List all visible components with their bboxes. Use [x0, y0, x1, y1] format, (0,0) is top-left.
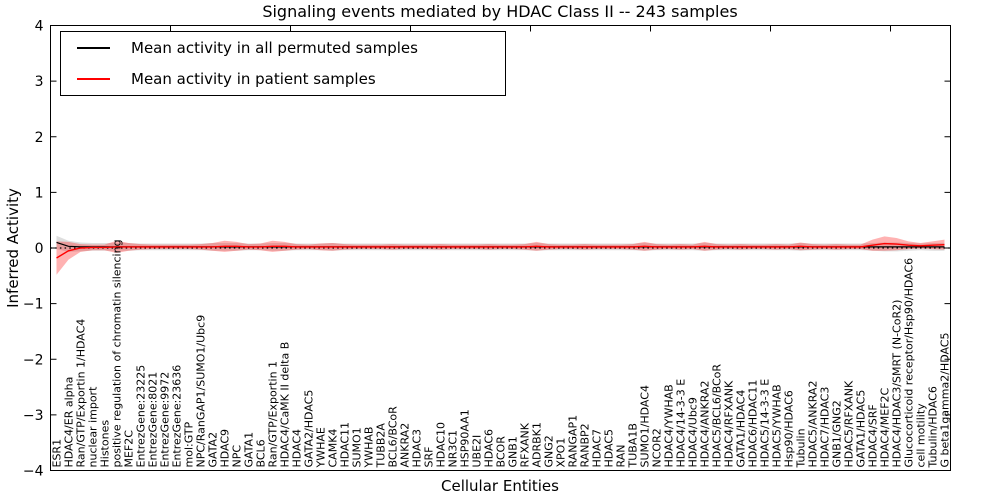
x-tick-label: ESR1 [51, 439, 64, 468]
x-tick-label: Ran/GTP/Exportin 1 [267, 361, 280, 468]
legend-label-patient: Mean activity in patient samples [131, 70, 376, 88]
x-tick-label: GNB1 [507, 436, 520, 467]
x-tick-label: HDAC6/HDAC11 [747, 380, 760, 468]
x-tick-label: HDAC5/14-3-3 E [759, 379, 772, 468]
x-tick-label: CAMK4 [327, 429, 340, 468]
x-tick-label: SUMO1 [351, 427, 364, 467]
x-tick-label: HDAC4 [291, 429, 304, 468]
patient-band [56, 236, 945, 275]
x-tick-label: YWHAB [363, 427, 376, 469]
x-tick-label: GATA1/HDAC4 [735, 390, 748, 468]
x-tick-label: EntrezGene:8021 [147, 372, 160, 468]
x-tick-label: NR3C1 [447, 430, 460, 468]
x-tick-label: HDAC4/YWHAB [663, 384, 676, 467]
x-tick-label: HDAC4/ER alpha [63, 377, 76, 468]
x-tick-label: Ran/GTP/Exportin 1/HDAC4 [75, 319, 88, 468]
permuted-line-swatch [77, 47, 110, 49]
y-tick-label: −4 [23, 464, 44, 480]
x-tick-label: SRF [423, 447, 436, 468]
y-tick-label: −3 [23, 408, 44, 424]
x-tick-label: Histones [99, 420, 112, 468]
x-tick-label: HDAC4/14-3-3 E [675, 379, 688, 468]
x-tick-label: HSP90AA1 [459, 409, 472, 467]
x-tick-label: YWHAE [315, 427, 328, 468]
x-tick-label: UBE2I [471, 435, 484, 468]
x-tick-label: HDAC5/ANKRA2 [807, 381, 820, 468]
x-tick-label: RFXANK [519, 422, 532, 467]
y-tick-label: 0 [35, 241, 44, 257]
y-tick-label: 2 [35, 130, 44, 146]
x-tick-label: positive regulation of chromatin silenci… [111, 239, 124, 467]
x-tick-label: NPC/RanGAP1/SUMO1/Ubc9 [195, 315, 208, 468]
legend-entry-patient: Mean activity in patient samples [61, 64, 505, 95]
x-tick-label: HDAC5/RFXANK [843, 380, 856, 468]
patient-line-swatch [77, 78, 110, 80]
legend: Mean activity in all permuted samples Me… [60, 31, 506, 96]
x-tick-label: nuclear import [87, 386, 100, 468]
x-tick-label: Tubulin [795, 428, 808, 468]
x-tick-label: HDAC4/RFXANK [723, 380, 736, 468]
x-tick-label: NPC [231, 445, 244, 468]
y-tick-label: −2 [23, 352, 44, 368]
y-tick-label: −1 [23, 297, 44, 313]
x-axis-title: Cellular Entities [441, 477, 559, 495]
x-tick-label: Glucocorticoid receptor/Hsp90/HDAC6 [903, 258, 916, 468]
x-tick-label: EntrezGene:23636 [171, 365, 184, 468]
y-tick-label: 3 [35, 74, 44, 90]
x-tick-label: GATA1/HDAC5 [855, 390, 868, 468]
x-tick-label: GNG2 [543, 435, 556, 467]
x-tick-label: HDAC9 [219, 429, 232, 468]
x-tick-label: RANGAP1 [567, 415, 580, 468]
x-tick-label: mol:GTP [183, 421, 196, 467]
legend-entry-permuted: Mean activity in all permuted samples [61, 33, 505, 64]
x-tick-label: HDAC10 [435, 422, 448, 468]
chart-title: Signaling events mediated by HDAC Class … [262, 2, 738, 21]
x-tick-label: GNB1/GNG2 [831, 400, 844, 467]
x-tick-label: cell motility [915, 403, 928, 468]
x-tick-label: TUBB2A [375, 423, 388, 469]
x-tick-label: RAN [615, 445, 628, 468]
x-tick-label: HDAC7 [591, 429, 604, 468]
x-tick-label: XPO1 [555, 438, 568, 468]
x-tick-label: ADRBK1 [531, 422, 544, 467]
x-tick-label: HDAC4/Ubc9 [687, 397, 700, 467]
x-tick-label: G beta1gamma2/HDAC5 [939, 333, 952, 468]
x-tick-label: GATA1 [243, 432, 256, 468]
x-tick-label: HDAC4/CaMK II delta B [279, 342, 292, 468]
x-tick-label: BCL6 [255, 439, 268, 467]
x-tick-label: HDAC7/HDAC3 [819, 387, 832, 468]
legend-label-permuted: Mean activity in all permuted samples [131, 39, 418, 57]
x-tick-label: SUMO1/HDAC4 [639, 385, 652, 467]
x-tick-label: EntrezGene:9972 [159, 372, 172, 468]
permuted-band [56, 235, 945, 252]
x-tick-label: ANKRA2 [399, 423, 412, 468]
x-tick-label: HDAC4/HDAC3/SMRT (N-CoR2) [891, 300, 904, 468]
x-tick-label: Hsp90/HDAC6 [783, 390, 796, 467]
x-tick-label: RANBP2 [579, 423, 592, 467]
x-tick-label: HDAC5 [603, 429, 616, 468]
x-tick-label: HDAC4/MEF2C [879, 387, 892, 467]
x-tick-label: BCOR [495, 436, 508, 468]
x-tick-label: HDAC5/BCL6/BCoR [711, 364, 724, 468]
x-tick-label: MEF2C [123, 430, 136, 468]
x-tick-label: GATA2 [207, 432, 220, 468]
x-tick-label: TUBA1B [627, 423, 640, 468]
x-tick-label: HDAC5/YWHAB [771, 384, 784, 467]
y-tick-label: 1 [35, 185, 44, 201]
y-tick-label: 4 [35, 19, 44, 35]
x-tick-label: HDAC11 [339, 422, 352, 468]
x-tick-label: EntrezGene:23225 [135, 365, 148, 468]
x-tick-label: HDAC6 [483, 429, 496, 468]
x-tick-label: GATA2/HDAC5 [303, 390, 316, 468]
x-tick-label: HDAC3 [411, 429, 424, 468]
x-tick-label: Tubulin/HDAC6 [927, 386, 940, 468]
x-tick-label: BCL6/BCoR [387, 406, 400, 468]
x-tick-label: HDAC4/ANKRA2 [699, 381, 712, 468]
x-tick-label: HDAC4/SRF [867, 404, 880, 467]
x-tick-label: NCOR2 [651, 428, 664, 467]
patient-mean-line [56, 242, 945, 259]
